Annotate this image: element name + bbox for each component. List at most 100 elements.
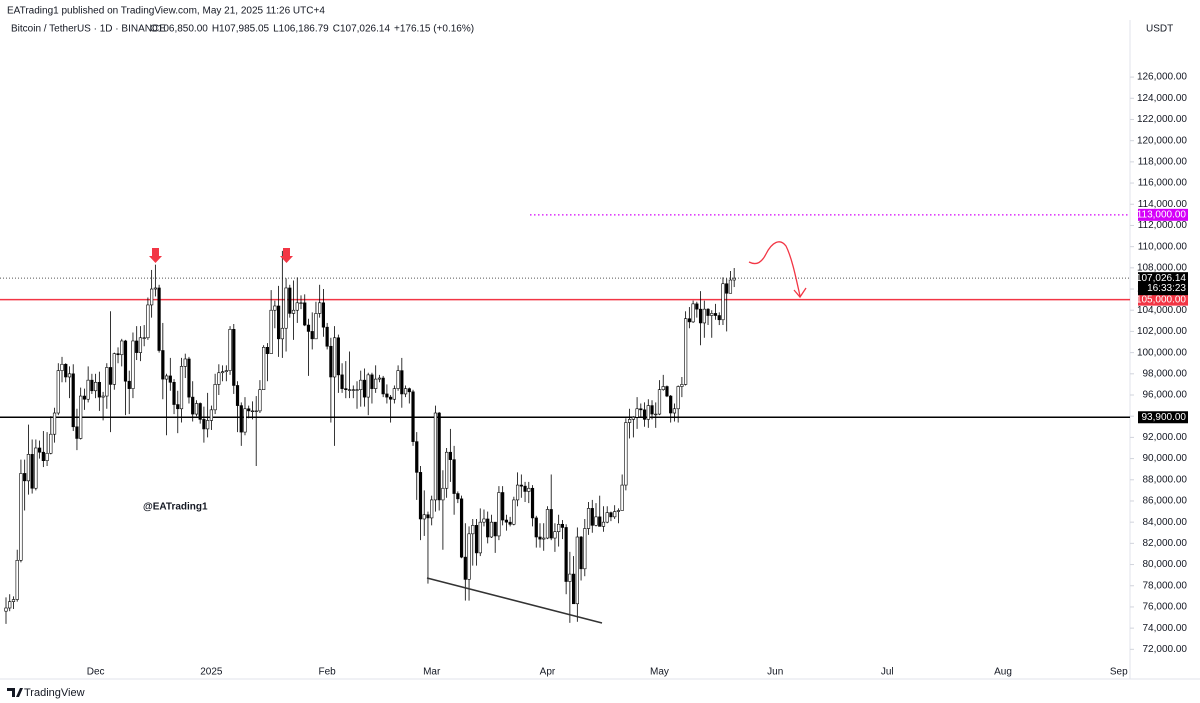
candle-body (616, 510, 621, 512)
x-tick-label: 2025 (200, 667, 223, 678)
candle-body (557, 523, 561, 533)
candle-body (310, 331, 314, 340)
symbol: Bitcoin / TetherUS · 1D · BINANCE (11, 24, 166, 35)
candle-body (19, 473, 23, 561)
candle-body (52, 412, 57, 435)
candle-body (519, 484, 523, 487)
candle-body (706, 308, 710, 316)
candle-body (437, 412, 441, 501)
candle-body (168, 375, 172, 383)
candle-body (30, 454, 34, 489)
y-tick-label: 110,000.00 (1138, 241, 1188, 252)
candle-body (112, 353, 116, 385)
candle-body (153, 287, 157, 290)
y-tick-label: 114,000.00 (1138, 199, 1188, 210)
plot-area (0, 214, 1130, 624)
candle-body (583, 528, 587, 570)
projection-arrow (748, 241, 801, 297)
y-tick-label: 126,000.00 (1137, 72, 1187, 83)
y-tick-label: 80,000.00 (1143, 559, 1188, 570)
ohlc-value: C107,026.14 (333, 24, 391, 35)
candle-body (669, 395, 673, 414)
candle-body (176, 404, 180, 410)
y-tick-label: 100,000.00 (1137, 347, 1187, 358)
candle-body (288, 287, 292, 314)
y-tick-label: 104,000.00 (1137, 305, 1187, 316)
candle-body (676, 386, 680, 410)
candle-body (407, 388, 411, 393)
y-tick-label: 82,000.00 (1143, 538, 1188, 549)
candle-body (359, 379, 363, 391)
footer-brand: TradingView (24, 687, 85, 699)
candle-body (523, 485, 527, 492)
x-tick-label: Feb (319, 667, 337, 678)
candle-body (213, 384, 217, 411)
candle-body (101, 395, 105, 398)
candle-body (232, 328, 236, 386)
candle-body (426, 514, 430, 519)
candle-body (530, 487, 535, 519)
candle-body (665, 386, 669, 397)
candle-body (572, 573, 576, 605)
last-price-tag (1138, 272, 1188, 296)
candle-body (542, 537, 546, 540)
candle-body (538, 536, 542, 540)
candle-body (717, 315, 721, 321)
candle-body (661, 386, 665, 391)
y-tick-label: 124,000.00 (1137, 93, 1187, 104)
ohlc-value: O106,850.00 (150, 24, 208, 35)
candle-body (515, 484, 520, 501)
y-tick-label: 116,000.00 (1138, 178, 1188, 189)
candle-body (86, 379, 90, 400)
candle-body (269, 309, 273, 354)
y-tick-label: 84,000.00 (1143, 517, 1188, 528)
y-tick-label: 108,000.00 (1137, 262, 1187, 273)
candle-body (620, 484, 624, 511)
candle-body (67, 373, 72, 378)
candle-body (594, 516, 598, 526)
candle-body (146, 304, 150, 339)
y-tick-label: 120,000.00 (1137, 135, 1187, 146)
y-tick-label: 72,000.00 (1143, 644, 1188, 655)
candle-body (497, 492, 501, 537)
level-label: 93,900.00 (1142, 412, 1187, 423)
candle-body (262, 347, 266, 391)
candle-body (329, 345, 333, 378)
x-tick-label: Jul (881, 667, 894, 678)
candle-body (321, 302, 326, 328)
candle-body (303, 302, 307, 326)
candle-body (191, 396, 195, 415)
candle-body (392, 388, 396, 400)
change: +176.15 (+0.16%) (394, 24, 474, 35)
y-tick-label: 92,000.00 (1143, 432, 1188, 443)
candle-body (613, 511, 617, 518)
currency: USDT (1146, 24, 1173, 35)
level-tag (1138, 208, 1188, 221)
candle-body (452, 459, 456, 494)
candle-body (276, 305, 281, 340)
candle-body (459, 498, 464, 558)
candle-body (635, 408, 639, 418)
y-tick-label: 88,000.00 (1143, 474, 1188, 485)
y-tick-label: 122,000.00 (1137, 114, 1187, 125)
candle-body (422, 514, 426, 520)
candle-body (605, 512, 609, 523)
candle-body (728, 279, 733, 294)
candle-body (411, 391, 415, 442)
candle-body (157, 287, 161, 351)
level-tag (1138, 293, 1188, 306)
candle-body (721, 283, 725, 321)
arrow-marker (149, 248, 162, 263)
candle-body (568, 573, 572, 582)
candle-body (355, 389, 359, 391)
candle-body (64, 363, 68, 378)
candle-body (209, 409, 213, 421)
projection-arrowhead (793, 287, 807, 299)
x-tick-label: Aug (994, 667, 1012, 678)
candle-body (161, 350, 165, 380)
candle-body (579, 536, 583, 570)
candle-body (680, 384, 684, 387)
candle-body (441, 487, 445, 501)
